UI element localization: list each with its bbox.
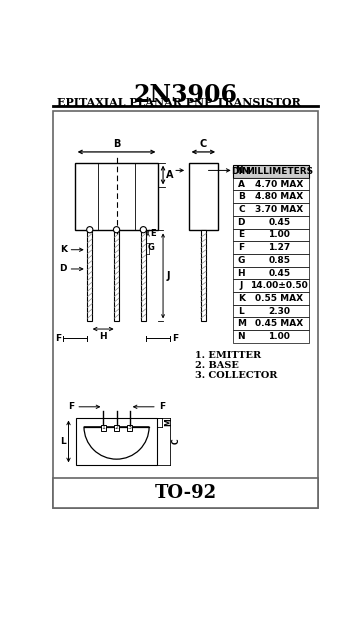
Text: L: L (239, 307, 244, 316)
Text: 2: 2 (114, 425, 118, 430)
Bar (76, 418, 157, 465)
Circle shape (113, 227, 120, 233)
Text: 0.45: 0.45 (268, 268, 290, 277)
Text: 3. COLLECTOR: 3. COLLECTOR (195, 371, 277, 381)
Text: J: J (240, 281, 243, 290)
Text: DIM: DIM (231, 167, 251, 176)
Circle shape (140, 227, 147, 233)
Text: F: F (68, 402, 74, 412)
Bar (141, 231, 146, 321)
Text: 3.70 MAX: 3.70 MAX (255, 205, 303, 214)
Text: D: D (237, 218, 245, 227)
Text: 14.00±0.50: 14.00±0.50 (251, 281, 308, 290)
Text: N: N (237, 332, 245, 341)
Circle shape (87, 227, 93, 233)
Bar (233, 241, 309, 254)
Text: L: L (60, 437, 66, 446)
Bar (53, 478, 318, 507)
Text: MILLIMETERS: MILLIMETERS (245, 167, 313, 176)
Text: 0.85: 0.85 (268, 256, 290, 265)
Bar (233, 292, 309, 305)
Bar (233, 178, 309, 190)
Text: B: B (113, 139, 120, 149)
Text: 1. EMITTER: 1. EMITTER (195, 352, 261, 360)
Text: F: F (238, 243, 244, 252)
Text: K: K (238, 294, 245, 303)
Text: J: J (166, 271, 170, 281)
Text: A: A (238, 180, 245, 188)
Bar (233, 305, 309, 318)
Text: 1.00: 1.00 (268, 332, 290, 341)
Bar (101, 425, 106, 431)
Bar (233, 190, 309, 203)
Text: M: M (164, 418, 173, 426)
Text: 2N3906: 2N3906 (134, 83, 237, 107)
Text: K: K (60, 245, 67, 254)
Text: F: F (55, 334, 61, 343)
Bar (189, 163, 218, 231)
Text: C: C (200, 139, 207, 149)
Text: 1: 1 (101, 425, 105, 430)
Text: EPITAXIAL PLANAR PNP TRANSISTOR: EPITAXIAL PLANAR PNP TRANSISTOR (57, 97, 300, 108)
Bar (233, 318, 309, 330)
Bar (233, 266, 309, 279)
Bar (233, 216, 309, 229)
Text: F: F (172, 334, 178, 343)
Text: 0.45: 0.45 (268, 218, 290, 227)
Text: 3: 3 (128, 425, 132, 430)
Text: C: C (172, 439, 181, 444)
Text: D: D (59, 265, 67, 274)
Wedge shape (84, 427, 149, 459)
Text: H: H (237, 268, 245, 277)
Bar (88, 231, 92, 321)
Text: 0.45 MAX: 0.45 MAX (255, 320, 303, 328)
Bar (53, 111, 318, 507)
Text: TO-92: TO-92 (155, 484, 216, 502)
Bar (233, 330, 309, 343)
Text: M: M (237, 320, 246, 328)
Text: 1.00: 1.00 (268, 231, 290, 239)
Bar (114, 231, 119, 321)
Bar (233, 254, 309, 266)
Text: E: E (150, 229, 156, 238)
Text: N: N (235, 166, 243, 175)
Bar (233, 203, 309, 216)
Bar (114, 425, 119, 431)
Text: F: F (159, 402, 165, 412)
Text: 1.27: 1.27 (268, 243, 290, 252)
Text: 0.55 MAX: 0.55 MAX (255, 294, 303, 303)
Text: G: G (237, 256, 245, 265)
Bar (75, 163, 159, 231)
Text: A: A (166, 170, 174, 180)
Bar (233, 229, 309, 241)
Text: E: E (238, 231, 244, 239)
Text: H: H (99, 332, 107, 341)
Text: B: B (238, 192, 245, 201)
Text: 2. BASE: 2. BASE (195, 362, 239, 370)
Text: 2.30: 2.30 (268, 307, 290, 316)
Text: 4.70 MAX: 4.70 MAX (255, 180, 303, 188)
Text: C: C (238, 205, 245, 214)
Bar (233, 279, 309, 292)
Bar (233, 165, 309, 178)
Bar (201, 231, 206, 321)
Text: 4.80 MAX: 4.80 MAX (255, 192, 303, 201)
Text: G: G (148, 243, 155, 252)
Bar (127, 425, 132, 431)
